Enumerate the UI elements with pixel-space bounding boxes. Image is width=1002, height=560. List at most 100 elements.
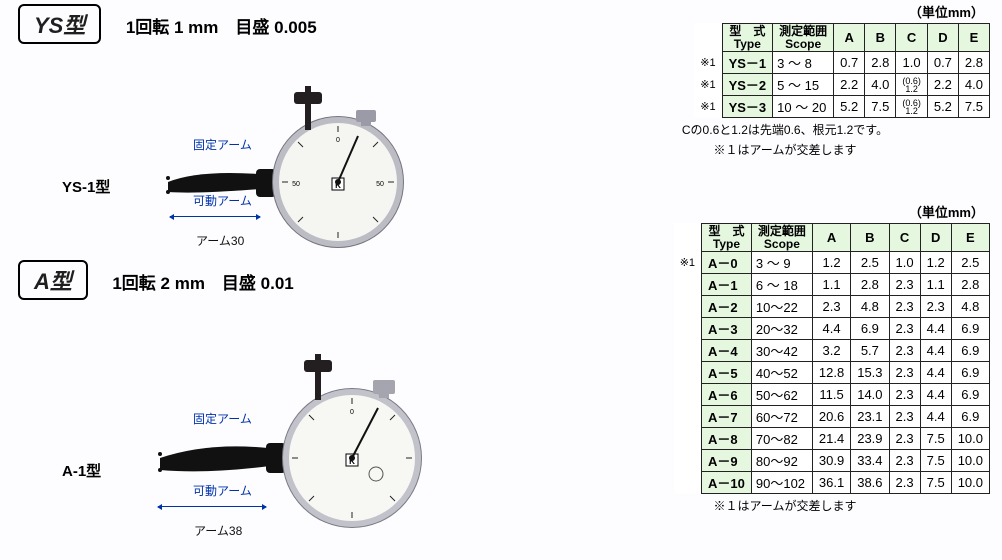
- gauge-block-a: A-1型 固定アーム 可動アーム アーム38 0: [18, 300, 438, 530]
- table-row: ※1YS－310 ～ 205.27.5(0.6)1.25.27.5: [694, 96, 989, 118]
- section-a: A型 1回転 2 mm 目盛 0.01 A-1型 固定アーム 可動アーム アーム…: [18, 260, 438, 530]
- cell-c: 2.3: [889, 428, 920, 450]
- row-marker: ※1: [694, 96, 722, 118]
- cell-a: 4.4: [812, 318, 850, 340]
- cell-c: 2.3: [889, 472, 920, 494]
- cell-c: 2.3: [889, 450, 920, 472]
- th-a: A: [834, 24, 865, 52]
- model-label-a: A-1型: [62, 460, 101, 481]
- cell-a: 3.2: [812, 340, 850, 362]
- cell-type: A－3: [702, 318, 752, 340]
- cell-scope: 90～102: [751, 472, 812, 494]
- row-marker: [674, 318, 702, 340]
- gauge-block-ys: YS-1型 固定アーム 可動アーム アーム30: [18, 44, 438, 274]
- cell-scope: 40～52: [751, 362, 812, 384]
- table-row: ※1A－03 ～ 91.22.51.01.22.5: [674, 252, 990, 274]
- spec-line-a: 1回転 2 mm 目盛 0.01: [112, 269, 293, 294]
- th2-b: B: [851, 224, 889, 252]
- cell-d: 2.3: [920, 296, 951, 318]
- cell-d: 5.2: [927, 96, 958, 118]
- table-a-block: （単位mm） 型 式 Type 測定範囲 Scope A B C D E ※1A…: [580, 200, 990, 514]
- cell-b: 5.7: [851, 340, 889, 362]
- cell-a: 30.9: [812, 450, 850, 472]
- table-a-note: ※１はアームが交差します: [580, 497, 990, 514]
- cell-scope: 10 ～ 20: [773, 96, 834, 118]
- cell-e: 10.0: [951, 450, 989, 472]
- cell-e: 2.8: [958, 52, 989, 74]
- section-title-a: A型: [18, 260, 88, 300]
- cell-scope: 80～92: [751, 450, 812, 472]
- cell-d: 4.4: [920, 406, 951, 428]
- cell-d: 4.4: [920, 318, 951, 340]
- cell-e: 6.9: [951, 340, 989, 362]
- table-row: A－320～324.46.92.34.46.9: [674, 318, 990, 340]
- marker-blank: [694, 24, 722, 52]
- model-label-ys: YS-1型: [62, 176, 110, 197]
- cell-a: 0.7: [834, 52, 865, 74]
- cell-scope: 3 ～ 8: [773, 52, 834, 74]
- cell-b: 23.9: [851, 428, 889, 450]
- unit-note-2: （単位mm）: [580, 202, 984, 221]
- cell-a: 1.1: [812, 274, 850, 296]
- cell-b: 33.4: [851, 450, 889, 472]
- cell-d: 1.1: [920, 274, 951, 296]
- cell-c: 2.3: [889, 406, 920, 428]
- cell-scope: 30～42: [751, 340, 812, 362]
- cell-e: 4.8: [951, 296, 989, 318]
- gauge-illustration-ys: 0 50 50 K: [138, 74, 428, 274]
- row-marker: ※1: [694, 74, 722, 96]
- cell-d: 4.4: [920, 384, 951, 406]
- table-ys-note1: Cの0.6と1.2は先端0.6、根元1.2です。: [580, 121, 990, 138]
- svg-text:0: 0: [336, 137, 340, 144]
- th2-a: A: [812, 224, 850, 252]
- cell-d: 7.5: [920, 428, 951, 450]
- cell-e: 10.0: [951, 472, 989, 494]
- cell-scope: 5 ～ 15: [773, 74, 834, 96]
- cell-e: 6.9: [951, 406, 989, 428]
- row-marker: [674, 428, 702, 450]
- cell-type: YS－1: [722, 52, 773, 74]
- cell-b: 15.3: [851, 362, 889, 384]
- table-row: A－430～423.25.72.34.46.9: [674, 340, 990, 362]
- cell-b: 7.5: [865, 96, 896, 118]
- th-c: C: [896, 24, 928, 52]
- table-row: ※1YS－25 ～ 152.24.0(0.6)1.22.24.0: [694, 74, 989, 96]
- cell-e: 6.9: [951, 362, 989, 384]
- cell-type: A－1: [702, 274, 752, 296]
- table-a: 型 式 Type 測定範囲 Scope A B C D E ※1A－03 ～ 9…: [674, 223, 990, 494]
- table-row: A－760～7220.623.12.34.46.9: [674, 406, 990, 428]
- cell-b: 6.9: [851, 318, 889, 340]
- th-type: 型 式 Type: [722, 24, 773, 52]
- cell-scope: 6 ～ 18: [751, 274, 812, 296]
- th2-scope: 測定範囲 Scope: [751, 224, 812, 252]
- dial-ys: 0 50 50 K: [272, 116, 404, 248]
- svg-text:50: 50: [292, 181, 300, 188]
- table-ys-block: （単位mm） 型 式 Type 測定範囲 Scope A B C D E ※1Y…: [580, 0, 990, 158]
- th2-d: D: [920, 224, 951, 252]
- cell-scope: 10～22: [751, 296, 812, 318]
- cell-c: 1.0: [896, 52, 928, 74]
- cell-a: 20.6: [812, 406, 850, 428]
- cell-e: 7.5: [958, 96, 989, 118]
- table-row: ※1YS－13 ～ 80.72.81.00.72.8: [694, 52, 989, 74]
- table-row: A－210～222.34.82.32.34.8: [674, 296, 990, 318]
- cell-d: 7.5: [920, 450, 951, 472]
- cell-type: A－10: [702, 472, 752, 494]
- cell-b: 2.8: [851, 274, 889, 296]
- cell-b: 23.1: [851, 406, 889, 428]
- cell-a: 36.1: [812, 472, 850, 494]
- cell-d: 0.7: [927, 52, 958, 74]
- th-scope: 測定範囲 Scope: [773, 24, 834, 52]
- th2-e: E: [951, 224, 989, 252]
- cell-e: 10.0: [951, 428, 989, 450]
- cell-a: 5.2: [834, 96, 865, 118]
- cell-d: 4.4: [920, 340, 951, 362]
- cell-scope: 60～72: [751, 406, 812, 428]
- section-title-ys: YS型: [18, 4, 101, 44]
- row-marker: [674, 362, 702, 384]
- table-row: A－650～6211.514.02.34.46.9: [674, 384, 990, 406]
- th2-c: C: [889, 224, 920, 252]
- cell-b: 4.8: [851, 296, 889, 318]
- cell-type: A－7: [702, 406, 752, 428]
- cell-e: 2.8: [951, 274, 989, 296]
